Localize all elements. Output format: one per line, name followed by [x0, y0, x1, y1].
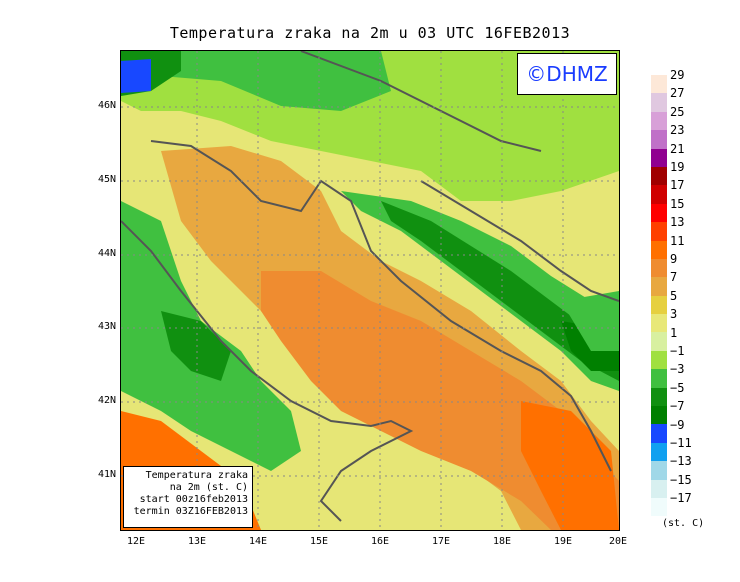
colorbar-cell: [651, 148, 667, 167]
colorbar-cell: [651, 240, 667, 259]
temperature-colorbar: [651, 75, 667, 517]
lat-label-46n: 46N: [97, 100, 116, 111]
info-line-1: Temperatura zraka: [145, 470, 248, 481]
colorbar-label: −7: [670, 399, 685, 414]
info-legend-box: Temperatura zraka na 2m (st. C) start 00…: [123, 466, 253, 528]
dhmz-logo: ©DHMZ: [517, 53, 617, 95]
colorbar-cell: [651, 75, 667, 94]
colorbar-cell: [651, 93, 667, 112]
colorbar-cell: [651, 277, 667, 296]
colorbar-label: 29: [670, 68, 685, 82]
colorbar-label: −1: [670, 344, 685, 358]
colorbar-label: −17: [670, 491, 692, 506]
colorbar-label: 27: [670, 86, 685, 101]
map-title: Temperatura zraka na 2m u 03 UTC 16FEB20…: [169, 24, 571, 42]
colorbar-cell: [651, 369, 667, 388]
colorbar-cell: [651, 130, 667, 149]
colorbar-label: 23: [670, 123, 685, 138]
colorbar-label: 13: [670, 215, 685, 230]
colorbar-cell: [651, 442, 667, 462]
colorbar-label: 17: [670, 178, 685, 193]
colorbar-label: −3: [670, 362, 685, 377]
colorbar-label: 15: [670, 196, 685, 211]
colorbar-label: 11: [670, 233, 685, 248]
colorbar-label: 1: [670, 325, 678, 340]
lon-label-19e: 19E: [553, 536, 573, 547]
colorbar-cell: [651, 203, 667, 223]
colorbar-label: 25: [670, 104, 685, 119]
colorbar-label: 19: [670, 160, 685, 174]
colorbar-cell: [651, 222, 667, 241]
info-line-2: na 2m (st. C): [169, 482, 248, 493]
colorbar-cell: [651, 424, 667, 443]
colorbar-label: 7: [670, 270, 678, 285]
colorbar-cell: [651, 314, 667, 333]
lon-label-18e: 18E: [492, 536, 512, 547]
colorbar-label: −9: [670, 417, 685, 432]
lon-label-20e: 20E: [608, 536, 628, 547]
lon-label-12e: 12E: [126, 536, 146, 547]
info-line-4: termin 03Z16FEB2013: [133, 506, 248, 517]
colorbar-cell: [651, 461, 667, 480]
colorbar-cell: [651, 406, 667, 425]
colorbar-cell: [651, 479, 667, 498]
colorbar-label: −15: [670, 472, 692, 487]
colorbar-cell: [651, 111, 667, 131]
colorbar-unit: (st. C): [662, 518, 705, 529]
colorbar-label: 21: [670, 141, 685, 156]
temperature-field: [121, 51, 619, 530]
colorbar-cell: [651, 295, 667, 315]
colorbar-cell: [651, 350, 667, 370]
lat-label-43n: 43N: [97, 321, 116, 332]
colorbar-label: −5: [670, 380, 685, 395]
map-area[interactable]: ©DHMZ Temperatura zraka na 2m (st. C) st…: [120, 50, 620, 531]
lat-label-44n: 44N: [97, 248, 116, 259]
lon-label-13e: 13E: [187, 536, 207, 547]
lat-label-42n: 42N: [97, 395, 116, 406]
colorbar-label: −11: [670, 436, 692, 450]
colorbar-cell: [651, 166, 667, 186]
colorbar-label: −13: [670, 454, 692, 469]
lat-label-45n: 45N: [97, 174, 116, 185]
colorbar-cell: [651, 258, 667, 278]
colorbar-cell: [651, 185, 667, 204]
colorbar-cell: [651, 497, 667, 517]
lon-label-15e: 15E: [309, 536, 329, 547]
lon-label-17e: 17E: [431, 536, 451, 547]
colorbar-cell: [651, 387, 667, 407]
lon-label-16e: 16E: [370, 536, 390, 547]
info-line-3: start 00z16feb2013: [139, 494, 248, 505]
colorbar-label: 5: [670, 288, 678, 303]
lon-label-14e: 14E: [248, 536, 268, 547]
colorbar-cell: [651, 332, 667, 351]
colorbar-label: 9: [670, 252, 678, 266]
lat-label-41n: 41N: [97, 469, 116, 480]
colorbar-label: 3: [670, 307, 678, 322]
